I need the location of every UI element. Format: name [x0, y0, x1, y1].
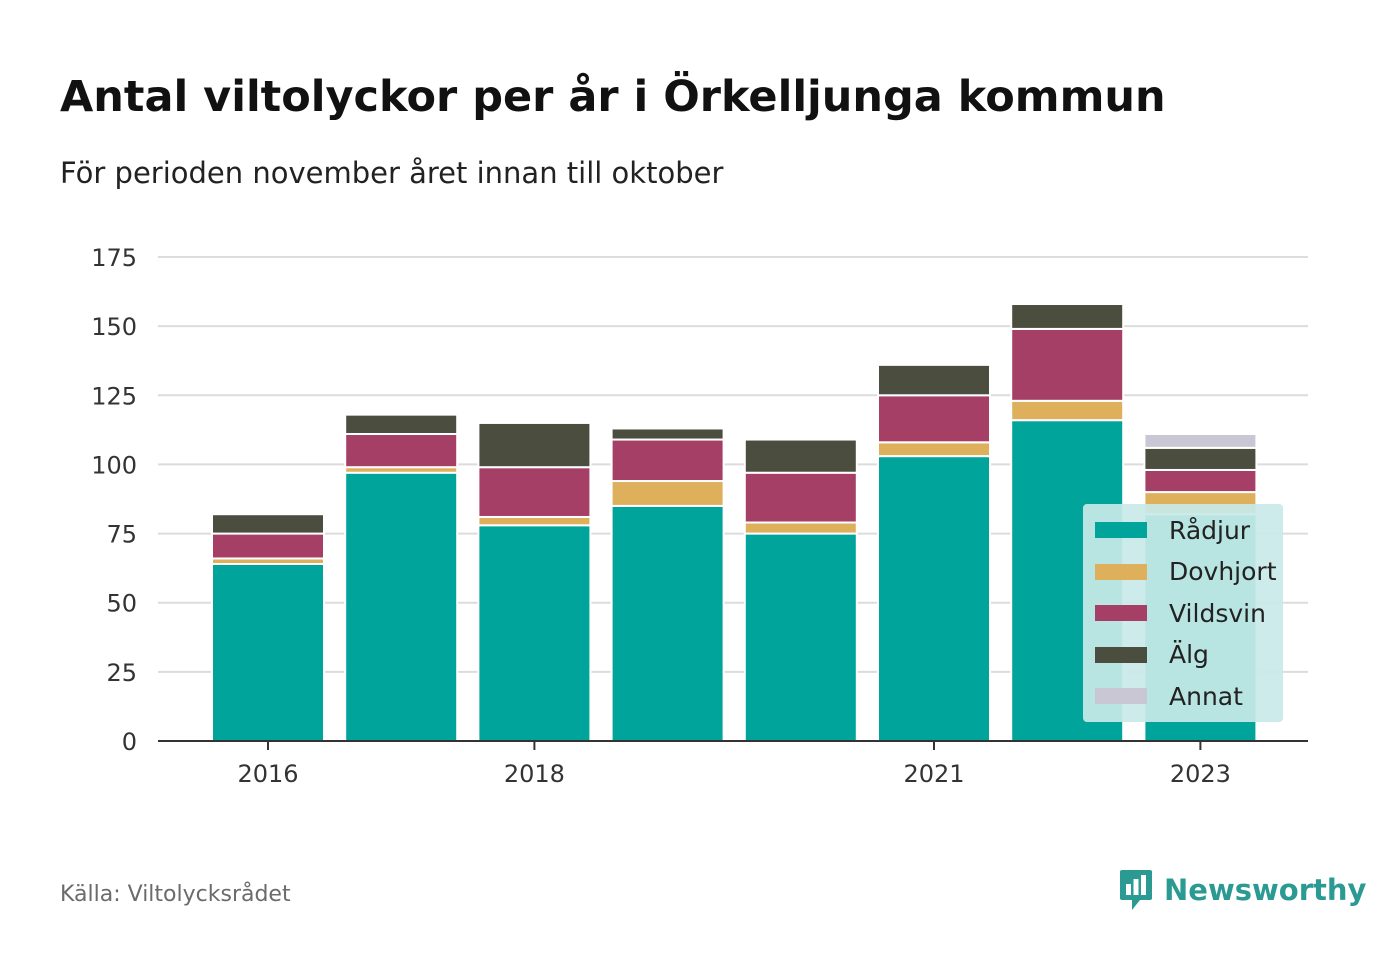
bar-annat-2023	[1143, 433, 1258, 449]
x-tick-label-2023: 2023	[1170, 760, 1231, 788]
x-tick-label-2018: 2018	[504, 760, 565, 788]
legend-label: Vildsvin	[1169, 598, 1266, 628]
legend-item-vildsvin: Vildsvin	[1095, 595, 1266, 631]
y-tick-label-100: 100	[91, 451, 137, 479]
bar-rådjur-2017	[344, 471, 459, 742]
bar-älg-2020	[743, 438, 858, 474]
y-axis-ticks: 0 25 50 75 100 125 150 175	[91, 244, 137, 756]
brand: Newsworthy	[1118, 868, 1366, 912]
bar-vildsvin-2021	[877, 394, 991, 444]
legend-item-rådjur: Rådjur	[1095, 512, 1250, 548]
bar-älg-2018	[477, 421, 592, 469]
bar-vildsvin-2019	[610, 438, 725, 483]
source-note: Källa: Viltolycksrådet	[60, 882, 291, 907]
bar-älg-2021	[877, 363, 991, 397]
bar-vildsvin-2022	[1010, 327, 1125, 402]
bar-älg-2017	[344, 413, 459, 436]
legend: Rådjur Dovhjort Vildsvin Älg Annat	[1083, 504, 1283, 722]
bar-vildsvin-2017	[344, 433, 459, 469]
bar-älg-2022	[1010, 303, 1125, 330]
legend-swatch	[1095, 563, 1147, 580]
newsworthy-logo-icon	[1120, 870, 1152, 910]
bar-vildsvin-2018	[477, 466, 592, 518]
x-axis: 2016 2018 2021 2023	[158, 740, 1308, 788]
bar-dovhjort-2019	[610, 480, 725, 507]
legend-swatch	[1095, 522, 1147, 538]
bar-rådjur-2016	[211, 562, 325, 742]
legend-item-dovhjort: Dovhjort	[1095, 554, 1277, 590]
bar-älg-2019	[610, 427, 725, 441]
legend-label: Dovhjort	[1169, 557, 1277, 586]
bar-rådjur-2019	[610, 504, 725, 742]
y-tick-label-175: 175	[91, 244, 137, 272]
legend-item-älg: Älg	[1095, 637, 1209, 673]
bar-dovhjort-2020	[743, 521, 858, 535]
legend-swatch	[1095, 688, 1147, 704]
bar-dovhjort-2021	[877, 441, 991, 458]
legend-label: Rådjur	[1169, 515, 1251, 545]
chart-subtitle: För perioden november året innan till ok…	[60, 156, 724, 190]
bar-dovhjort-2018	[477, 515, 592, 527]
legend-label: Annat	[1169, 681, 1243, 711]
legend-item-annat: Annat	[1095, 678, 1243, 714]
bar-älg-2016	[211, 513, 325, 535]
y-tick-label-25: 25	[106, 659, 137, 687]
bar-rådjur-2018	[477, 524, 592, 742]
x-tick-label-2016: 2016	[237, 760, 298, 788]
y-tick-label-125: 125	[91, 382, 137, 410]
y-tick-label-75: 75	[106, 521, 137, 549]
bar-vildsvin-2016	[211, 532, 325, 560]
bar-älg-2023	[1143, 446, 1258, 471]
y-tick-label-50: 50	[106, 590, 137, 618]
bar-rådjur-2020	[743, 532, 858, 742]
bar-vildsvin-2020	[743, 471, 858, 524]
legend-swatch	[1095, 646, 1147, 663]
chart-title: Antal viltolyckor per år i Örkelljunga k…	[60, 72, 1166, 122]
legend-label: Älg	[1169, 640, 1209, 669]
bar-rådjur-2021	[877, 455, 991, 742]
bar-dovhjort-2022	[1010, 399, 1125, 422]
brand-name: Newsworthy	[1164, 873, 1367, 907]
x-tick-label-2021: 2021	[903, 760, 964, 788]
y-tick-label-0: 0	[122, 728, 137, 756]
legend-swatch	[1095, 605, 1147, 621]
bar-vildsvin-2023	[1143, 468, 1258, 494]
y-tick-label-150: 150	[91, 313, 137, 341]
